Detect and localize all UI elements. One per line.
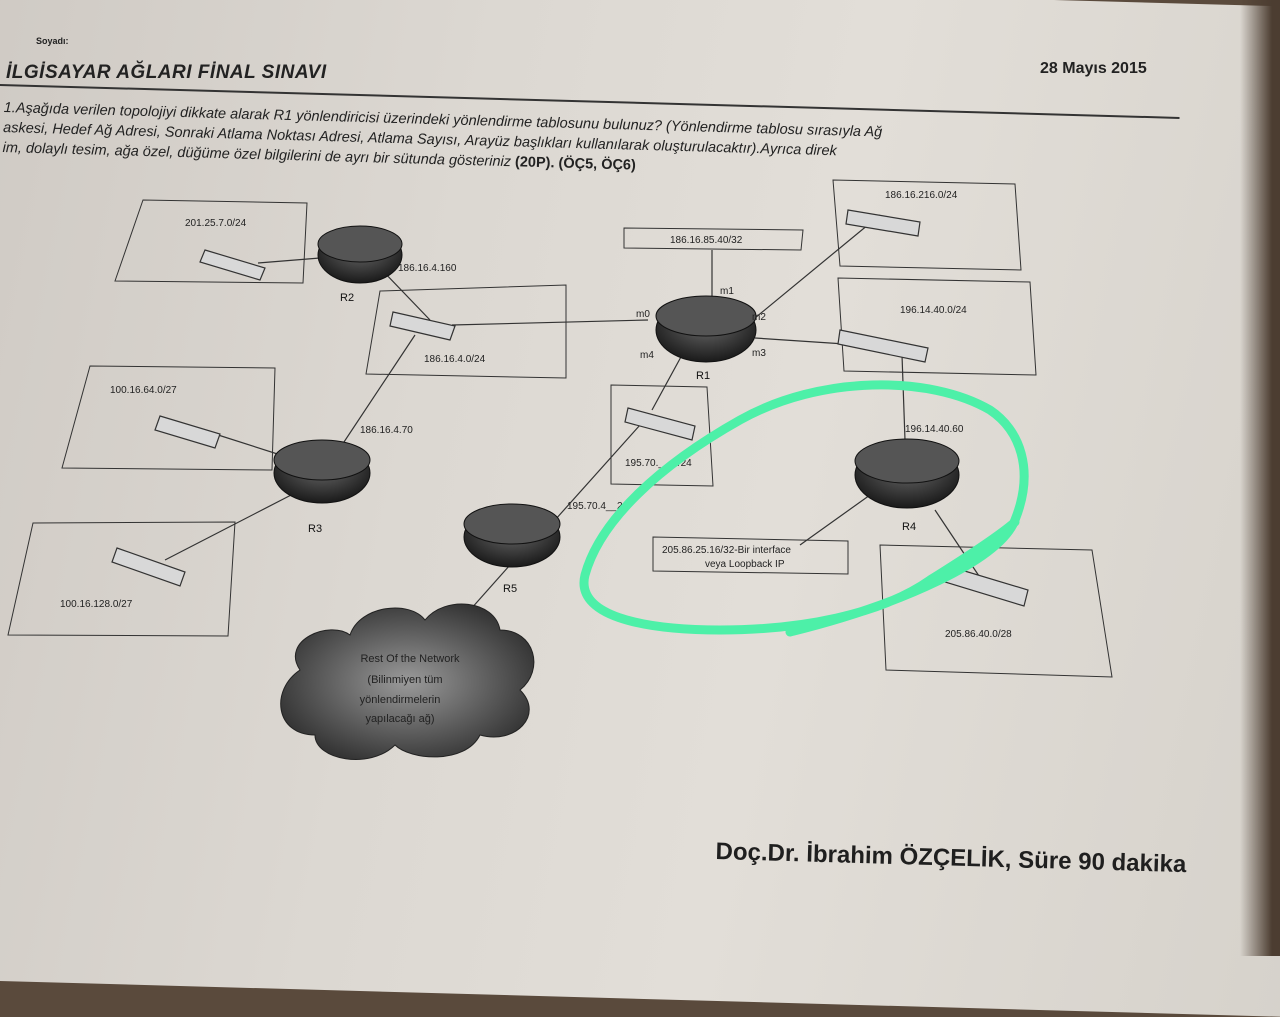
addr-label-r4: 196.14.40.60: [905, 424, 964, 435]
router-label-r3: R3: [308, 523, 322, 535]
link-r4-loop: [799, 494, 871, 546]
addr-label-r3: 186.16.4.70: [360, 425, 413, 436]
router-label-r1: R1: [696, 370, 710, 382]
link-switch196-r4: [901, 354, 906, 441]
box-186-4: [365, 284, 567, 379]
link-r3-switch128: [164, 492, 296, 561]
box-100-64: [61, 365, 276, 471]
link-switch195-r5: [554, 424, 641, 521]
iface-label-m0: m0: [636, 309, 650, 320]
topology-diagram: R2 R1 R3 R4 R5 201.25.7.0/24 186.16.4.0/…: [7, 179, 1113, 760]
iface-label-m3: m3: [752, 348, 766, 359]
cloud-shape: [280, 603, 535, 760]
box-186-216: [832, 179, 1022, 271]
link-switch186-r1: [451, 319, 649, 326]
net-label-205: 205.86.40.0/28: [945, 629, 1012, 640]
link-switch186-r3: [339, 334, 416, 449]
box-loop: [652, 536, 849, 575]
iface-label-m1: m1: [720, 286, 734, 297]
paper-edge: [1240, 0, 1280, 956]
box-100-128: [7, 521, 236, 637]
link-r5-cloud: [469, 564, 511, 611]
box-205: [879, 544, 1113, 678]
link-r2-switch201: [257, 257, 321, 264]
iface-label-m2: m2: [752, 312, 766, 323]
net-label-100-64: 100.16.64.0/27: [110, 385, 177, 396]
cloud-line-4: yapılacağı ağ): [365, 713, 434, 725]
net-label-100-128: 100.16.128.0/27: [60, 599, 133, 610]
router-label-r2: R2: [340, 292, 354, 304]
box-186-85: [623, 227, 804, 251]
router-label-r5: R5: [503, 583, 517, 595]
link-r1-switch195: [651, 354, 683, 411]
net-label-186-85: 186.16.85.40/32: [670, 235, 743, 246]
router-icon: [273, 225, 960, 568]
box-195: [610, 384, 714, 487]
surname-label: Soyadı:: [36, 36, 69, 46]
link-r2-switch186: [379, 267, 431, 321]
link-r4-switch205: [934, 509, 986, 586]
net-label-196: 196.14.40.0/24: [900, 305, 967, 316]
box-196: [837, 277, 1037, 376]
cloud-line-2: (Bilinmiyen tüm: [367, 674, 442, 686]
switch-icon: [111, 209, 1029, 607]
addr-label-r2: 186.16.4.160: [398, 263, 457, 274]
net-label-201: 201.25.7.0/24: [185, 218, 247, 229]
net-label-186-216: 186.16.216.0/24: [885, 190, 958, 201]
link-r1-switch216: [754, 214, 881, 319]
highlight-circle: [579, 380, 1029, 637]
box-201: [114, 199, 308, 284]
router-label-r4: R4: [902, 521, 916, 533]
net-label-loop-2: veya Loopback IP: [705, 559, 785, 570]
cloud-line-3: yönlendirmelerin: [360, 694, 441, 706]
addr-label-r5: 195.70.4__2: [567, 501, 623, 512]
cloud-line-1: Rest Of the Network: [360, 653, 460, 665]
net-label-186-4: 186.16.4.0/24: [424, 354, 486, 365]
net-label-loop-1: 205.86.25.16/32-Bir interface: [662, 545, 791, 556]
iface-label-m4: m4: [640, 350, 654, 361]
net-label-195: 195.70.__.0/24: [625, 458, 692, 469]
exam-date: 28 Mayıs 2015: [1040, 60, 1147, 77]
exam-title: İLGİSAYAR AĞLARI FİNAL SINAVI: [6, 62, 327, 83]
